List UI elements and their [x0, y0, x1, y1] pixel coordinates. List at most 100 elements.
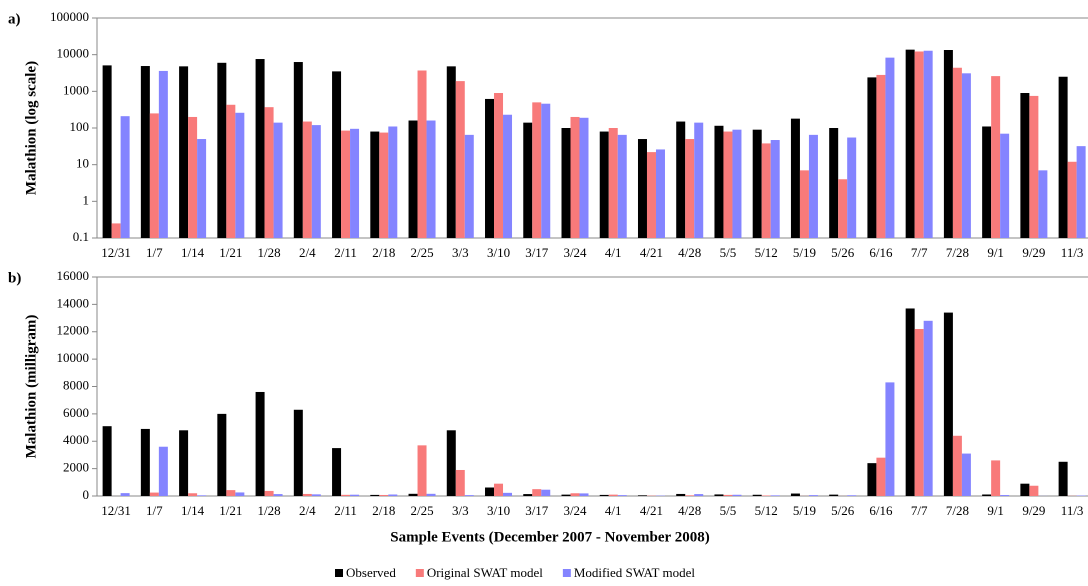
bar: [464, 495, 474, 496]
bar: [732, 494, 742, 496]
y-tick-label: 0: [83, 487, 90, 502]
bar: [1038, 170, 1048, 238]
bar: [523, 122, 533, 238]
y-tick-label: 10000: [57, 46, 90, 61]
bar: [379, 132, 389, 238]
bar: [867, 463, 877, 496]
bar: [264, 107, 274, 238]
bar: [120, 116, 130, 238]
bar: [752, 494, 762, 496]
y-tick-label: 2000: [63, 460, 89, 475]
bar: [417, 70, 427, 238]
bar: [599, 131, 609, 238]
bar: [608, 128, 618, 238]
bar: [485, 487, 495, 496]
bar: [503, 492, 513, 496]
x-tick-label: 3/17: [525, 245, 549, 260]
y-tick-label: 0.1: [73, 229, 89, 244]
panel-label: a): [8, 11, 21, 27]
bar: [991, 76, 1001, 238]
bar: [770, 140, 780, 238]
bar: [264, 490, 274, 496]
bar: [541, 103, 551, 238]
x-tick-label: 11/3: [1061, 503, 1084, 518]
bar: [991, 460, 1001, 496]
bar: [617, 495, 627, 496]
bar: [341, 494, 351, 496]
y-tick-label: 1: [83, 192, 90, 207]
bar: [532, 102, 542, 239]
y-tick-label: 16000: [57, 268, 90, 283]
bar: [561, 494, 571, 496]
bar: [464, 134, 474, 238]
bar: [952, 67, 962, 238]
bar: [808, 495, 818, 496]
bar: [311, 494, 321, 496]
x-tick-label: 9/1: [987, 245, 1004, 260]
bar: [332, 71, 342, 238]
x-tick-label: 1/7: [146, 245, 163, 260]
y-tick-label: 10000: [57, 350, 90, 365]
x-tick-label: 9/29: [1022, 503, 1045, 518]
bar: [829, 128, 839, 238]
bar: [790, 118, 800, 238]
bar: [217, 62, 227, 239]
x-tick-label: 3/10: [487, 245, 510, 260]
bar: [579, 493, 589, 496]
x-tick-label: 2/25: [410, 503, 433, 518]
y-tick-label: 14000: [57, 295, 90, 310]
bar: [485, 98, 495, 238]
x-tick-label: 5/26: [831, 503, 855, 518]
bar: [761, 495, 771, 496]
x-tick-label: 5/12: [755, 245, 778, 260]
bar: [914, 329, 924, 496]
panel-label: b): [8, 270, 21, 286]
bar: [732, 129, 742, 238]
x-tick-label: 3/17: [525, 503, 549, 518]
bar: [943, 50, 953, 238]
x-tick-label: 7/28: [946, 245, 969, 260]
x-tick-label: 3/24: [563, 503, 587, 518]
x-tick-label: 1/21: [219, 503, 242, 518]
legend-label: Modified SWAT model: [574, 565, 695, 580]
bar: [149, 113, 159, 238]
bar: [293, 62, 303, 238]
x-tick-label: 5/5: [720, 503, 737, 518]
bar: [847, 495, 857, 496]
bar: [1029, 485, 1039, 496]
bar: [685, 495, 695, 496]
x-tick-label: 9/29: [1022, 245, 1045, 260]
bar: [503, 114, 513, 238]
bar: [341, 130, 351, 238]
x-tick-label: 7/7: [911, 245, 928, 260]
bar: [570, 493, 580, 496]
bar: [808, 134, 818, 238]
bar: [752, 129, 762, 238]
bar: [961, 453, 971, 496]
bar: [723, 131, 733, 238]
bar: [1058, 461, 1068, 496]
bar: [273, 494, 283, 496]
bar: [923, 50, 933, 239]
bar: [379, 494, 389, 496]
x-tick-label: 4/28: [678, 245, 701, 260]
x-tick-label: 5/12: [755, 503, 778, 518]
y-axis-title: Malathion (log scale): [23, 61, 39, 195]
x-tick-label: 4/1: [605, 503, 622, 518]
bar: [188, 493, 198, 496]
x-tick-label: 2/11: [334, 503, 357, 518]
bar: [885, 382, 895, 496]
bar: [149, 492, 159, 496]
x-tick-label: 5/5: [720, 245, 737, 260]
bar: [617, 134, 627, 238]
bar: [761, 143, 771, 238]
x-tick-label: 3/3: [452, 245, 469, 260]
bar: [120, 493, 130, 496]
bar: [235, 492, 245, 496]
x-tick-label: 2/18: [372, 245, 395, 260]
bar: [876, 457, 886, 496]
bar: [140, 428, 150, 496]
bar: [302, 493, 312, 496]
bar: [1029, 95, 1039, 238]
